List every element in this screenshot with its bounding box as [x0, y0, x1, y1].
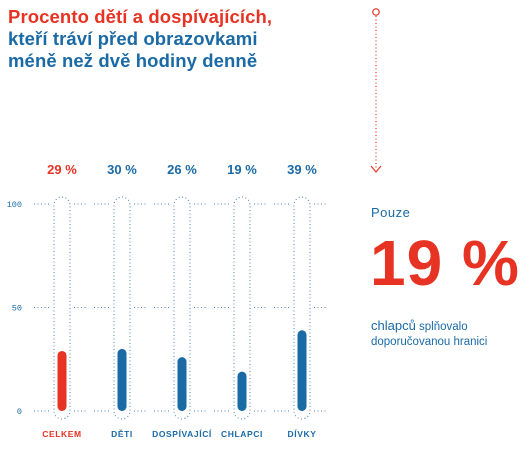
tube-outline [293, 196, 311, 420]
value-label: 39 % [287, 162, 317, 177]
title-line-3: méně než dvě hodiny denně [8, 50, 258, 71]
chart-title: Procento dětí a dospívajících, kteří trá… [8, 6, 348, 72]
description-lead: chlapců [371, 318, 416, 333]
bar [237, 371, 247, 411]
tube-outline [233, 196, 251, 420]
value-label: 29 % [47, 162, 77, 177]
tube-outline [53, 196, 71, 420]
category-label: CHLAPCI [221, 429, 263, 439]
value-label: 19 % [227, 162, 257, 177]
highlight-description: chlapců splňovalo doporučovanou hranici [371, 318, 521, 350]
y-tick-label: 0 [17, 407, 22, 417]
category-label: DOSPÍVAJÍCÍ [152, 429, 212, 439]
category-label: CELKEM [42, 429, 82, 439]
arrow-head [370, 165, 382, 173]
highlight-percentage: 19 % [370, 227, 520, 299]
title-line-2: kteří tráví před obrazovkami [8, 28, 258, 49]
category-label: DÍVKY [288, 429, 317, 439]
y-tick-label: 100 [7, 200, 22, 210]
bar [57, 350, 67, 411]
bar [117, 348, 127, 411]
bar [297, 330, 307, 411]
tube-outline [173, 196, 191, 420]
title-line-1: Procento dětí a dospívajících, [8, 6, 273, 27]
y-tick-label: 50 [12, 304, 22, 314]
description-rest: splňovalo doporučovanou hranici [371, 321, 488, 348]
value-label: 26 % [167, 162, 197, 177]
arrow-start-circle [372, 8, 380, 16]
category-label: DĚTI [111, 428, 133, 439]
tube-outline [113, 196, 131, 420]
bar [177, 357, 187, 411]
value-label: 30 % [107, 162, 137, 177]
side-label: Pouze [371, 205, 411, 220]
